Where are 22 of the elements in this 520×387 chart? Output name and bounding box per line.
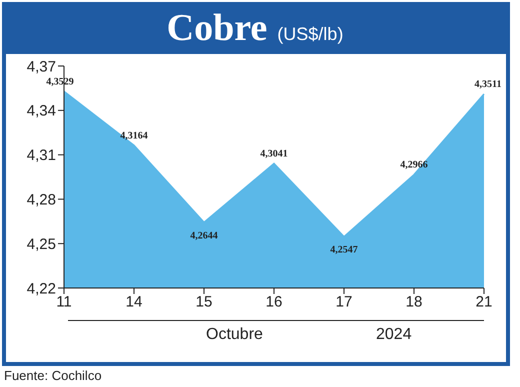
data-label: 4,2547 bbox=[330, 244, 358, 256]
chart-subtitle: (US$/lb) bbox=[277, 24, 344, 44]
data-label: 4,2644 bbox=[190, 230, 218, 242]
x-tick-label: 18 bbox=[406, 294, 422, 311]
x-tick-label: 11 bbox=[56, 294, 72, 311]
y-tick-label: 4,22 bbox=[26, 280, 56, 298]
text: 2024 bbox=[376, 326, 412, 344]
y-tick-label: 4,34 bbox=[26, 102, 56, 120]
y-tick-label: 4,28 bbox=[26, 192, 56, 209]
x-tick-label: 14 bbox=[126, 294, 142, 311]
y-tick-label: 4,25 bbox=[26, 236, 56, 253]
x-tick-label: 16 bbox=[266, 294, 282, 311]
data-label: 4,3041 bbox=[260, 148, 288, 160]
y-tick-label: 4,31 bbox=[26, 147, 56, 164]
source-note: Fuente: Cochilco bbox=[4, 368, 102, 383]
chart-title: Cobre bbox=[166, 7, 268, 49]
x-tick-label: 15 bbox=[196, 294, 212, 311]
text: Octubre bbox=[206, 326, 263, 344]
data-label: 4,3511 bbox=[474, 78, 502, 90]
y-tick-label: 4,37 bbox=[26, 58, 56, 76]
x-tick-label: 17 bbox=[336, 294, 352, 311]
x-tick-label: 21 bbox=[476, 294, 492, 311]
